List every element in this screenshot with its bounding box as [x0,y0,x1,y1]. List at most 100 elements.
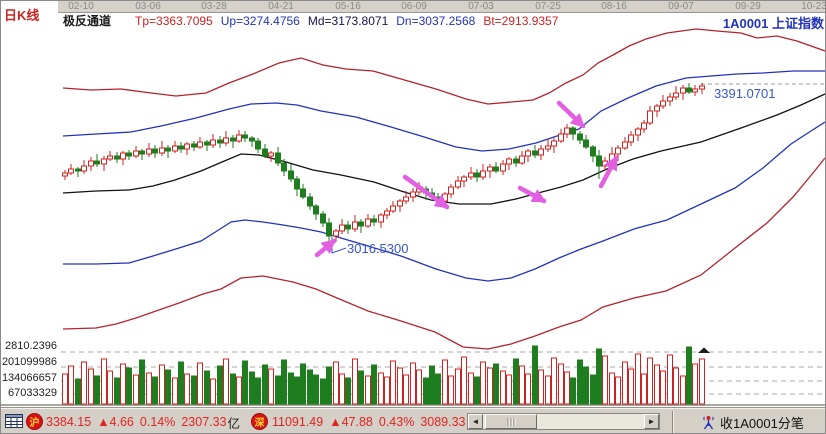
volume-bar [577,359,583,405]
candle [159,147,165,154]
candle [352,221,358,230]
volume-bar [455,368,461,405]
volume-bar [94,375,100,405]
volume-bar [538,369,544,405]
date-label: 07-03 [468,1,494,12]
candle [551,140,557,147]
volume-bar [403,374,409,405]
status-bar: 沪 3384.15 ▲4.66 0.14% 2307.33 亿 深 11091.… [1,407,825,433]
candle [493,166,499,172]
candle [635,128,641,136]
volume-bar [230,373,236,405]
volume-bar [114,377,120,405]
volume-bar [532,345,538,405]
candle [660,100,666,107]
volume-bar [641,373,647,405]
scrollbar-thumb[interactable] [485,414,537,429]
candle [210,139,216,146]
volume-bar [191,375,197,405]
volume-bar [339,373,345,405]
volume-bar [673,367,679,405]
date-label: 08-16 [601,1,627,12]
tick-feed-status[interactable]: 收1A0001分笔 [701,408,804,433]
status-separator [672,411,674,433]
volume-bar [75,378,81,405]
candle [513,158,519,164]
volume-bar [654,364,660,405]
candle [114,155,120,160]
candle [455,180,461,188]
volume-bar [184,373,190,405]
volume-bar [699,358,705,405]
candle [307,196,313,207]
sz-index-change: ▲47.88 [329,415,373,429]
axis-label: 134066657 [1,372,57,384]
channel-line-tp [62,28,825,105]
candle [474,172,480,178]
candle [172,145,178,152]
date-label: 10-23 [801,1,826,12]
volume-bar [268,368,274,405]
scroll-left-button[interactable]: ◄ [468,414,483,429]
volume-bar [506,374,512,405]
candle [236,134,242,142]
candle [686,87,692,93]
volume-bar [686,346,692,405]
candle [680,87,686,94]
volume-bar [242,360,248,405]
volume-bar [197,362,203,405]
annotation-leader-line [331,237,347,254]
volume-bar [680,375,686,405]
volume-bar [172,377,178,405]
volume-bar [442,359,448,405]
volume-bar [204,370,210,405]
volume-bar [558,363,564,405]
volume-bar [262,364,268,405]
volume-bar [126,367,132,405]
candle [230,137,236,142]
trend-arrow [517,185,547,204]
candle [487,166,493,172]
channel-line-dn [63,121,825,282]
symbol-title[interactable]: 1A0001 上证指数 [722,16,824,31]
candle [339,224,345,232]
date-label: 05-16 [335,1,361,12]
tick-feed-label: 收1A0001分笔 [720,415,804,431]
candle [365,218,371,227]
axis-label: 67033329 [8,387,57,399]
candle [577,133,583,141]
candle [525,150,531,157]
candle [609,153,615,162]
candle [204,141,210,146]
period-label[interactable]: 日K线 [4,8,40,23]
horizontal-scrollbar[interactable]: ◄ ► [467,413,660,430]
candle [448,186,454,195]
volume-bar [570,377,576,405]
candle [570,127,576,135]
volume-bar [320,378,326,405]
candle [262,148,268,157]
channel-line-up [62,70,825,152]
candle [320,213,326,224]
volume-bar [62,373,68,405]
shanghai-market-icon[interactable]: 沪 [26,413,43,430]
candle [622,141,628,149]
candle [397,200,403,207]
candle [126,152,132,157]
candle [506,158,512,165]
scroll-right-button[interactable]: ► [644,414,659,429]
shenzhen-quote: 11091.49 ▲47.88 0.43% 3089.33 亿 [272,408,479,433]
candle [416,188,422,193]
trend-arrow [402,174,450,210]
volume-bar [647,357,653,405]
candle [500,163,506,172]
grid-icon[interactable] [5,413,23,429]
shenzhen-market-icon[interactable]: 深 [251,413,268,430]
candle [480,170,486,178]
volume-bar [500,370,506,405]
candle [88,160,94,167]
volume-bar [602,355,608,405]
scrollbar-track[interactable] [483,414,644,429]
candle [300,188,306,198]
